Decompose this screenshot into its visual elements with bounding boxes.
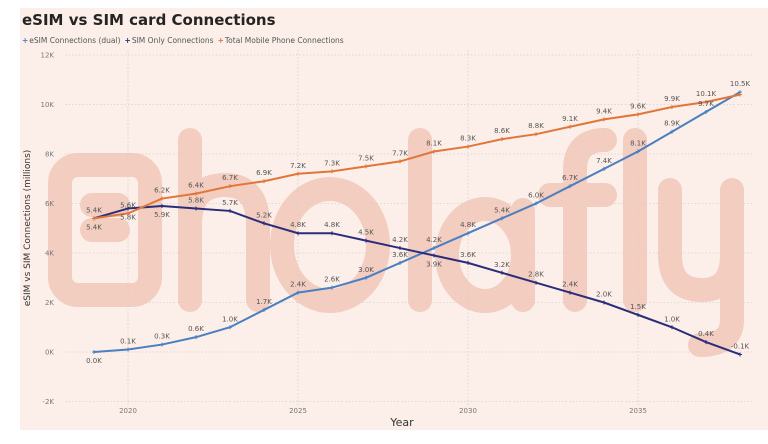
data-label: 5.9K — [154, 211, 170, 219]
data-label: 7.3K — [324, 159, 340, 167]
legend: +eSIM Connections (dual) +SIM Only Conne… — [22, 36, 344, 45]
watermark-sim-chip — [80, 193, 130, 242]
data-label: 3.9K — [426, 260, 442, 268]
series-line-2 — [93, 93, 741, 220]
data-label: 8.3K — [460, 135, 476, 143]
data-label: 4.8K — [460, 221, 476, 229]
data-label: 3.2K — [494, 261, 510, 269]
data-label: 0.6K — [188, 325, 204, 333]
data-label: 1.0K — [664, 315, 680, 323]
legend-item-esim[interactable]: +eSIM Connections (dual) — [22, 36, 121, 45]
data-label: 9.6K — [630, 102, 646, 110]
data-label: 10.5K — [730, 80, 751, 88]
watermark-letter-y — [658, 178, 744, 357]
legend-item-sim[interactable]: +SIM Only Connections — [124, 36, 214, 45]
y-tick-label: -2K — [42, 398, 54, 406]
data-label: 8.6K — [494, 127, 510, 135]
data-label: 6.7K — [222, 174, 238, 182]
y-tick-label: 12K — [41, 52, 55, 60]
data-label: 7.4K — [596, 157, 612, 165]
data-label: 0.4K — [698, 330, 714, 338]
x-tick-label: 2035 — [629, 407, 647, 415]
data-label: 5.4K — [86, 206, 102, 214]
data-label: 6.2K — [154, 187, 170, 195]
data-label: 7.7K — [392, 149, 408, 157]
y-tick-label: 2K — [45, 299, 54, 307]
data-label: 4.2K — [392, 236, 408, 244]
watermark-letter-o — [270, 177, 390, 313]
y-tick-label: 0K — [45, 349, 54, 357]
legend-item-total[interactable]: +Total Mobile Phone Connections — [217, 36, 344, 45]
data-label: 9.9K — [664, 95, 680, 103]
series-line-1 — [93, 204, 741, 356]
data-label: 2.4K — [290, 281, 306, 289]
x-tick-label: 2020 — [119, 407, 137, 415]
data-label: 4.8K — [324, 221, 340, 229]
data-label: 5.4K — [494, 206, 510, 214]
data-label: 0.1K — [120, 338, 136, 346]
data-label: 6.9K — [256, 169, 272, 177]
data-label: 5.8K — [188, 196, 204, 204]
data-label: 7.5K — [358, 154, 374, 162]
watermark-sim-icon — [48, 153, 162, 307]
y-tick-label: 4K — [45, 250, 54, 258]
data-label: 5.7K — [222, 199, 238, 207]
x-tick-label: 2025 — [289, 407, 307, 415]
data-label: 5.8K — [120, 213, 136, 221]
y-tick-label: 8K — [45, 151, 54, 159]
y-axis-title: eSIM vs SIM Connections (millions) — [23, 150, 33, 307]
watermark-letter-f — [538, 128, 617, 312]
data-label: 6.7K — [562, 174, 578, 182]
data-label: 10.1K — [696, 90, 717, 98]
data-label: 1.5K — [630, 303, 646, 311]
data-label: 3.0K — [358, 266, 374, 274]
data-label: 4.2K — [426, 236, 442, 244]
data-label: 8.1K — [426, 140, 442, 148]
data-label: 5.6K — [120, 201, 136, 209]
y-tick-label: 6K — [45, 200, 54, 208]
data-label: 0.0K — [86, 357, 102, 365]
series-line-0 — [93, 91, 741, 353]
data-label: 2.6K — [324, 276, 340, 284]
data-label: 4.8K — [290, 221, 306, 229]
data-label: 5.2K — [256, 211, 272, 219]
data-label: 5.4K — [86, 223, 102, 231]
data-label: 9.1K — [562, 115, 578, 123]
data-label: 2.8K — [528, 271, 544, 279]
data-label: 8.9K — [664, 120, 680, 128]
x-tick-label: 2030 — [459, 407, 477, 415]
data-label: 9.7K — [698, 100, 714, 108]
watermark-logo — [48, 128, 744, 357]
data-label: 8.1K — [630, 140, 646, 148]
data-label: 3.6K — [392, 251, 408, 259]
data-label: 2.0K — [596, 291, 612, 299]
data-label: 9.4K — [596, 107, 612, 115]
watermark-letter-h — [178, 128, 270, 312]
data-label: 4.5K — [358, 229, 374, 237]
data-label: 1.7K — [256, 298, 272, 306]
data-label: 6.4K — [188, 182, 204, 190]
data-label: 0.3K — [154, 333, 170, 341]
data-label: 6.0K — [528, 192, 544, 200]
data-label: 8.8K — [528, 122, 544, 130]
data-label: 3.6K — [460, 251, 476, 259]
x-axis-title: Year — [389, 416, 414, 429]
data-label: 2.4K — [562, 281, 578, 289]
data-label: 7.2K — [290, 162, 306, 170]
chart-title: eSIM vs SIM card Connections — [22, 11, 276, 29]
data-label: 1.0K — [222, 315, 238, 323]
data-label: -0.1K — [731, 342, 750, 350]
y-tick-label: 10K — [41, 101, 55, 109]
